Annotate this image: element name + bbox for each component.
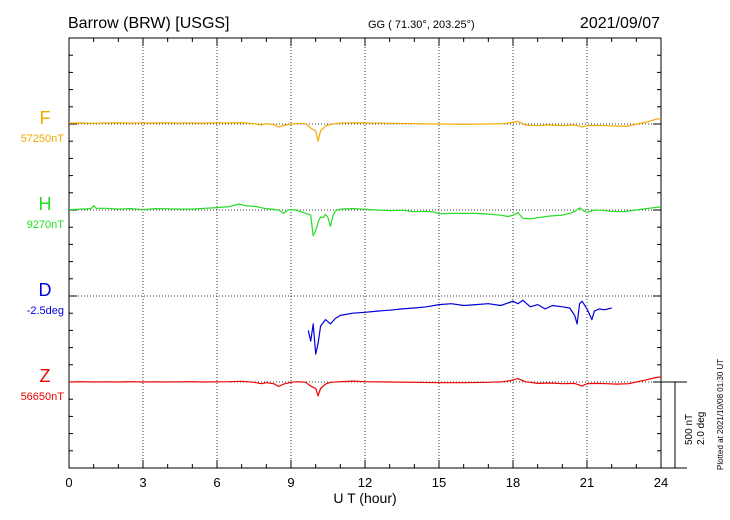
x-tick-label: 6 (213, 475, 220, 490)
component-d-label: D (39, 280, 52, 300)
baselines (69, 123, 661, 383)
series-line-h (68, 203, 662, 237)
x-tick-label: 0 (65, 475, 72, 490)
station-title: Barrow (BRW) [USGS] (68, 15, 230, 32)
scale-deg-label: 2.0 deg (696, 412, 707, 445)
x-tick-label: 24 (654, 475, 668, 490)
component-f-baseline: 57250nT (21, 133, 65, 145)
component-h-label: H (39, 194, 52, 214)
gridlines (142, 38, 588, 468)
x-tick-label: 3 (139, 475, 146, 490)
x-tick-label: 18 (506, 475, 520, 490)
component-d-baseline: -2.5deg (27, 305, 64, 317)
plotted-footnote: Plotted at 2021/10/08 01:30 UT (716, 359, 725, 470)
series-line-f (68, 117, 662, 142)
plot-frame (68, 37, 662, 469)
x-axis-label: U T (hour) (333, 490, 396, 506)
axis-ticks (68, 37, 662, 469)
series-line-z (68, 376, 662, 397)
date-label: 2021/09/07 (580, 15, 660, 32)
x-tick-label: 12 (358, 475, 372, 490)
scale-bar: 500 nT 2.0 deg (661, 381, 707, 469)
series-lines (68, 117, 662, 397)
coordinates-label: GG ( 71.30°, 203.25°) (368, 19, 475, 31)
x-tick-label: 9 (287, 475, 294, 490)
component-labels: F 57250nT H 9270nT D -2.5deg Z 56650nT (21, 108, 65, 403)
component-z-baseline: 56650nT (21, 391, 65, 403)
component-f-label: F (40, 108, 51, 128)
component-z-label: Z (40, 366, 51, 386)
scale-nt-label: 500 nT (684, 414, 695, 445)
series-line-d (307, 299, 612, 355)
x-tick-label: 21 (580, 475, 594, 490)
x-tick-labels: 0 3 6 9 12 15 18 21 24 (65, 475, 668, 490)
component-h-baseline: 9270nT (27, 219, 65, 231)
x-tick-label: 15 (432, 475, 446, 490)
